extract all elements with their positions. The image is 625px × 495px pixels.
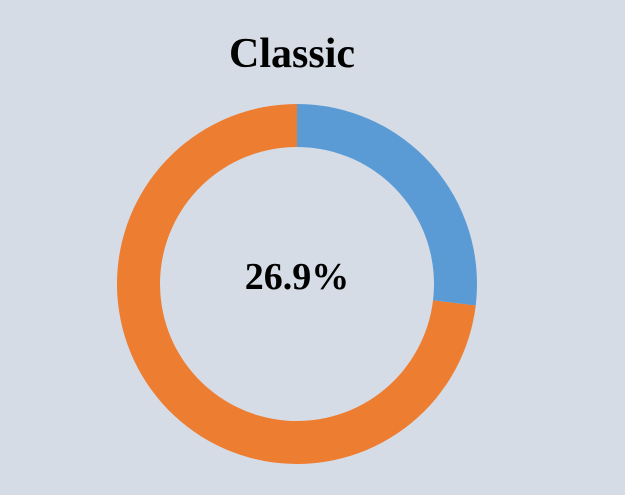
- donut-slice-1: [297, 104, 477, 306]
- center-percentage-label: 26.9%: [245, 256, 350, 298]
- donut-slices: [117, 104, 477, 465]
- chart-title: Classic: [229, 31, 355, 77]
